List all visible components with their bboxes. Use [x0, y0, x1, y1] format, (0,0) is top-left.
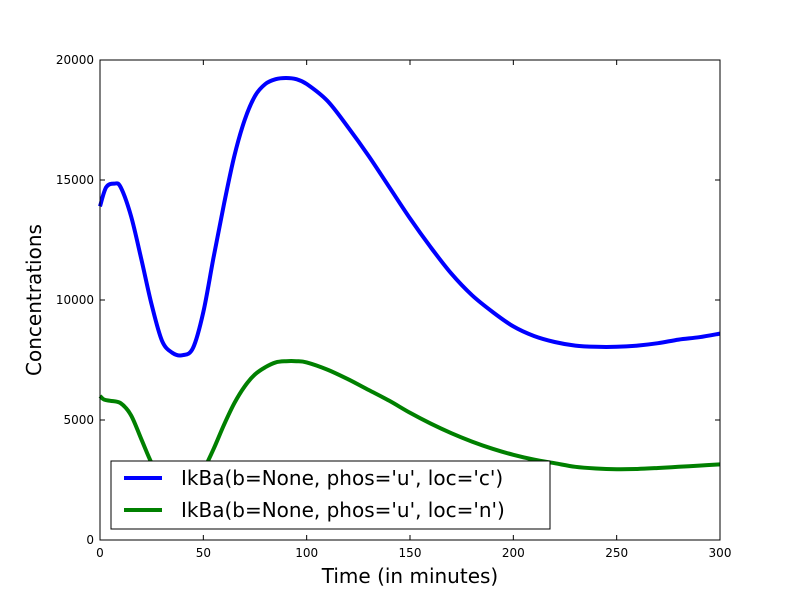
series-line-1 — [98, 76, 721, 358]
y-tick-label: 15000 — [56, 173, 94, 187]
legend-label-2: IkBa(b=None, phos='u', loc='n') — [181, 498, 505, 522]
x-tick-label: 200 — [502, 546, 525, 560]
x-axis-title: Time (in minutes) — [321, 564, 498, 588]
x-tick-label: 300 — [709, 546, 732, 560]
x-tick-label: 50 — [196, 546, 211, 560]
legend-label-1: IkBa(b=None, phos='u', loc='c') — [181, 466, 503, 490]
plot-frame — [99, 59, 721, 541]
ticks-layer: 0 50 100 150 200 250 300 0 5000 10000 15000 20000 — [56, 53, 732, 560]
x-tick-label: 150 — [399, 546, 422, 560]
x-tick-label: 100 — [295, 546, 318, 560]
plot-area — [100, 60, 720, 540]
x-tick-label: 0 — [96, 546, 104, 560]
legend: IkBa(b=None, phos='u', loc='c') IkBa(b=No… — [110, 460, 551, 530]
legend-box — [110, 460, 551, 530]
x-tick-label: 250 — [605, 546, 628, 560]
y-tick-label: 5000 — [63, 413, 94, 427]
y-tick-label: 10000 — [56, 293, 94, 307]
y-axis-title: Concentrations — [22, 224, 46, 376]
y-tick-label: 0 — [86, 533, 94, 547]
y-tick-label: 20000 — [56, 53, 94, 67]
